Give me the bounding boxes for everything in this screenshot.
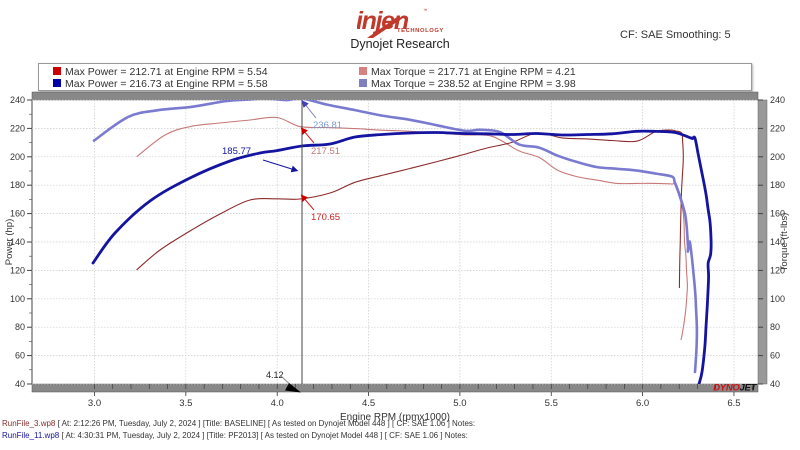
svg-text:60: 60 (770, 351, 780, 361)
svg-text:120: 120 (10, 265, 25, 275)
svg-text:170.65: 170.65 (311, 212, 340, 223)
svg-text:240: 240 (10, 95, 25, 105)
svg-text:220: 220 (770, 123, 785, 133)
svg-text:3.5: 3.5 (179, 398, 192, 409)
svg-text:4.5: 4.5 (362, 398, 375, 409)
svg-text:5.5: 5.5 (545, 398, 558, 409)
svg-text:60: 60 (15, 351, 25, 361)
svg-text:160: 160 (10, 209, 25, 219)
svg-text:6.5: 6.5 (727, 398, 740, 409)
svg-text:236.81: 236.81 (313, 120, 342, 131)
svg-text:40: 40 (15, 379, 25, 389)
svg-text:5.0: 5.0 (453, 398, 466, 409)
svg-text:240: 240 (770, 95, 785, 105)
svg-text:Power (hp): Power (hp) (4, 219, 15, 265)
svg-text:180: 180 (10, 180, 25, 190)
svg-text:200: 200 (10, 152, 25, 162)
svg-text:3.0: 3.0 (88, 398, 101, 409)
svg-text:80: 80 (15, 322, 25, 332)
svg-text:DYNOJET: DYNOJET (713, 383, 757, 394)
svg-text:100: 100 (10, 294, 25, 304)
svg-text:40: 40 (770, 379, 780, 389)
svg-text:185.77: 185.77 (222, 146, 251, 157)
svg-text:6.0: 6.0 (636, 398, 649, 409)
svg-text:80: 80 (770, 322, 780, 332)
svg-text:4.0: 4.0 (271, 398, 284, 409)
svg-text:217.51: 217.51 (311, 146, 340, 157)
svg-text:100: 100 (770, 294, 785, 304)
svg-text:4.12: 4.12 (266, 370, 284, 380)
svg-text:220: 220 (10, 123, 25, 133)
svg-text:Torque (ft-lbs): Torque (ft-lbs) (779, 213, 790, 272)
svg-text:200: 200 (770, 152, 785, 162)
svg-text:180: 180 (770, 180, 785, 190)
